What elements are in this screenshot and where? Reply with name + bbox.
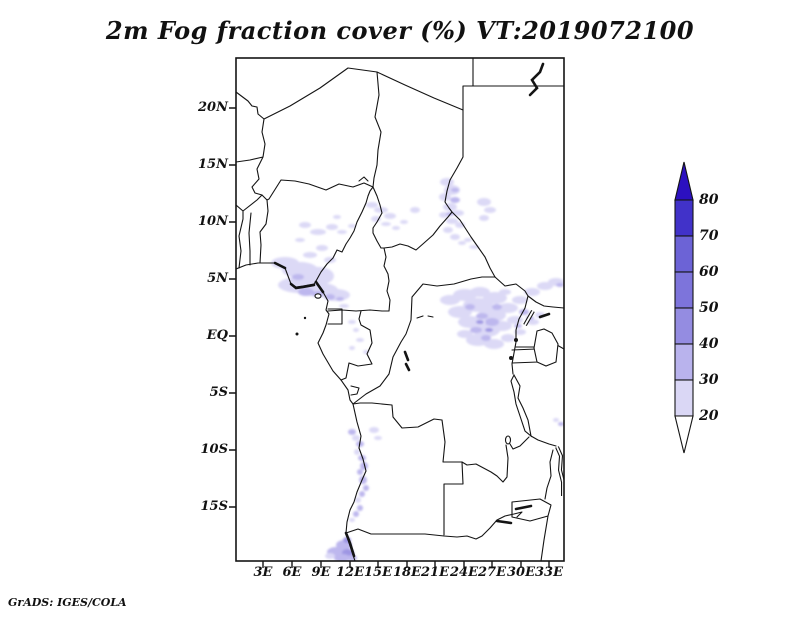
- axis-ticks: [229, 107, 550, 568]
- lon-label-30e: 30E: [507, 565, 535, 580]
- lat-label-15s: 15S: [200, 499, 228, 514]
- lat-label-10s: 10S: [200, 442, 228, 457]
- colorbar-label-30: 30: [699, 372, 719, 388]
- nile-lake-nasser: [528, 62, 545, 97]
- principe-island: [303, 316, 307, 320]
- border-ghana-togo-benin: [236, 194, 269, 269]
- lon-label-33e: 33E: [535, 565, 563, 580]
- grads-credit: GrADS: IGES/COLA: [8, 596, 127, 609]
- colorbar-label-20: 20: [699, 408, 719, 424]
- colorbar-label-70: 70: [699, 228, 719, 244]
- lake-mweru: [504, 435, 512, 445]
- lat-label-5s: 5S: [209, 385, 228, 400]
- lat-label-eq: EQ: [206, 328, 228, 343]
- lon-label-24e: 24E: [450, 565, 478, 580]
- colorbar-seg-20-30: [674, 379, 694, 417]
- lat-label-10n: 10N: [198, 214, 228, 229]
- lon-label-9e: 9E: [311, 565, 331, 580]
- lon-label-15e: 15E: [364, 565, 392, 580]
- bioko-island: [314, 293, 322, 299]
- lon-label-27e: 27E: [478, 565, 506, 580]
- colorbar-label-50: 50: [699, 300, 719, 316]
- lat-label-20n: 20N: [198, 100, 228, 115]
- colorbar-arrow-top: [674, 161, 694, 201]
- lon-label-6e: 6E: [282, 565, 302, 580]
- colorbar-seg-30-40: [674, 343, 694, 381]
- colorbar-seg-60-70: [674, 235, 694, 273]
- lat-label-15n: 15N: [198, 157, 228, 172]
- colorbar-label-60: 60: [699, 264, 719, 280]
- lon-label-18e: 18E: [393, 565, 421, 580]
- colorbar-seg-40-50: [674, 307, 694, 345]
- lake-edward: [514, 338, 518, 342]
- lake-kivu: [509, 356, 513, 360]
- lon-label-21e: 21E: [421, 565, 449, 580]
- lake-tanganyika: [510, 373, 532, 438]
- sao-tome-island: [295, 332, 299, 336]
- lon-label-3e: 3E: [253, 565, 273, 580]
- geography-lines: [236, 58, 564, 561]
- colorbar-arrow-bottom: [674, 415, 694, 454]
- colorbar-seg-50-60: [674, 271, 694, 309]
- fog-shading-overlay: [271, 178, 564, 561]
- plot-title: 2m Fog fraction cover (%) VT:2019072100: [105, 16, 695, 45]
- colorbar: [674, 161, 694, 454]
- border-sahara: [236, 67, 464, 120]
- lat-label-5n: 5N: [207, 271, 228, 286]
- colorbar-seg-70-80: [674, 199, 694, 237]
- colorbar-label-80: 80: [699, 192, 719, 208]
- lake-kyoga: [538, 312, 551, 319]
- lon-label-12e: 12E: [336, 565, 364, 580]
- map-frame: [235, 57, 565, 562]
- colorbar-label-40: 40: [699, 336, 719, 352]
- lake-victoria: [533, 328, 559, 367]
